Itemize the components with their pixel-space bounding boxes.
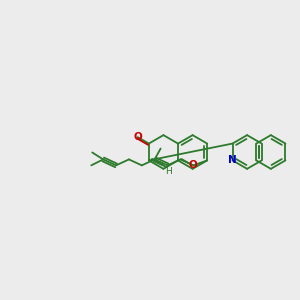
Text: N: N xyxy=(228,155,237,165)
Text: H: H xyxy=(165,167,172,176)
Text: O: O xyxy=(189,160,198,170)
Text: O: O xyxy=(133,132,142,142)
